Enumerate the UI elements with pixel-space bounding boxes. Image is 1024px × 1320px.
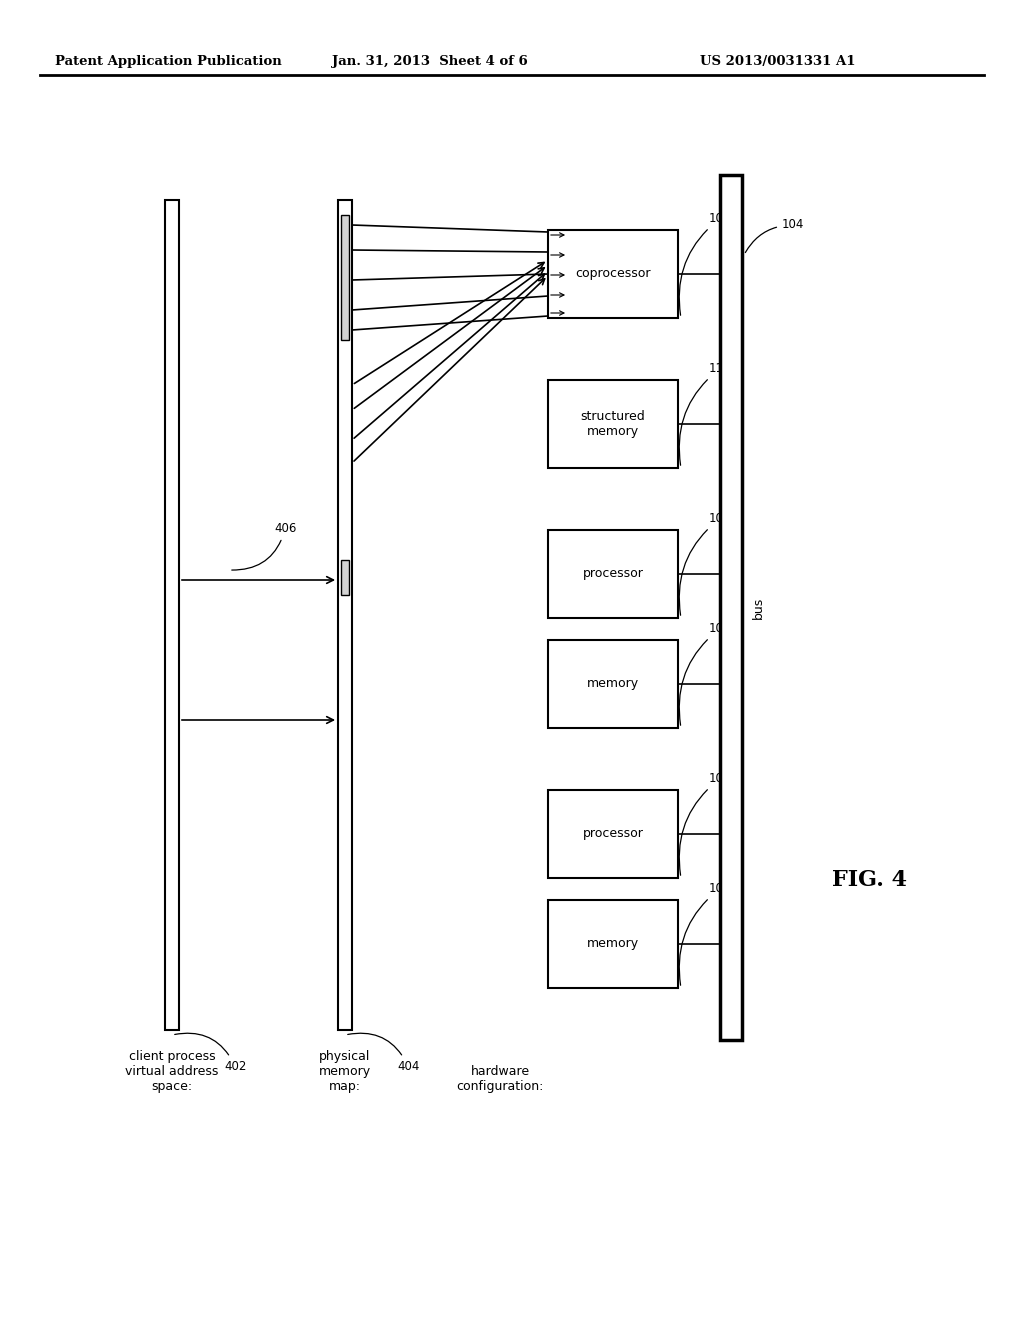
Text: Patent Application Publication: Patent Application Publication [55, 55, 282, 69]
Bar [548, 640, 678, 729]
Text: FIG. 4: FIG. 4 [833, 869, 907, 891]
Bar [548, 900, 678, 987]
Text: 406: 406 [231, 521, 296, 570]
Text: 404: 404 [348, 1034, 420, 1073]
Text: 104: 104 [745, 219, 805, 252]
Bar [338, 201, 352, 1030]
Bar [548, 789, 678, 878]
Text: memory: memory [587, 937, 639, 950]
Text: Jan. 31, 2013  Sheet 4 of 6: Jan. 31, 2013 Sheet 4 of 6 [332, 55, 528, 69]
Bar [548, 230, 678, 318]
Text: 108: 108 [679, 213, 731, 315]
Text: bus: bus [752, 597, 765, 619]
Text: processor: processor [583, 828, 643, 841]
Text: structured
memory: structured memory [581, 411, 645, 438]
Bar [165, 201, 179, 1030]
Bar [341, 560, 349, 595]
Text: client process
virtual address
space:: client process virtual address space: [125, 1049, 219, 1093]
Text: 102: 102 [679, 772, 731, 875]
Bar [548, 380, 678, 469]
Text: 106: 106 [679, 622, 731, 725]
Text: processor: processor [583, 568, 643, 581]
Text: physical
memory
map:: physical memory map: [318, 1049, 371, 1093]
Text: 110: 110 [679, 362, 731, 465]
Text: 102: 102 [679, 512, 731, 615]
Text: coprocessor: coprocessor [575, 268, 650, 281]
Bar [341, 215, 349, 341]
Text: hardware
configuration:: hardware configuration: [457, 1065, 544, 1093]
Text: 106: 106 [679, 882, 731, 985]
Text: memory: memory [587, 677, 639, 690]
Text: 402: 402 [175, 1034, 247, 1073]
Text: US 2013/0031331 A1: US 2013/0031331 A1 [700, 55, 855, 69]
Bar [720, 176, 742, 1040]
Bar [548, 531, 678, 618]
